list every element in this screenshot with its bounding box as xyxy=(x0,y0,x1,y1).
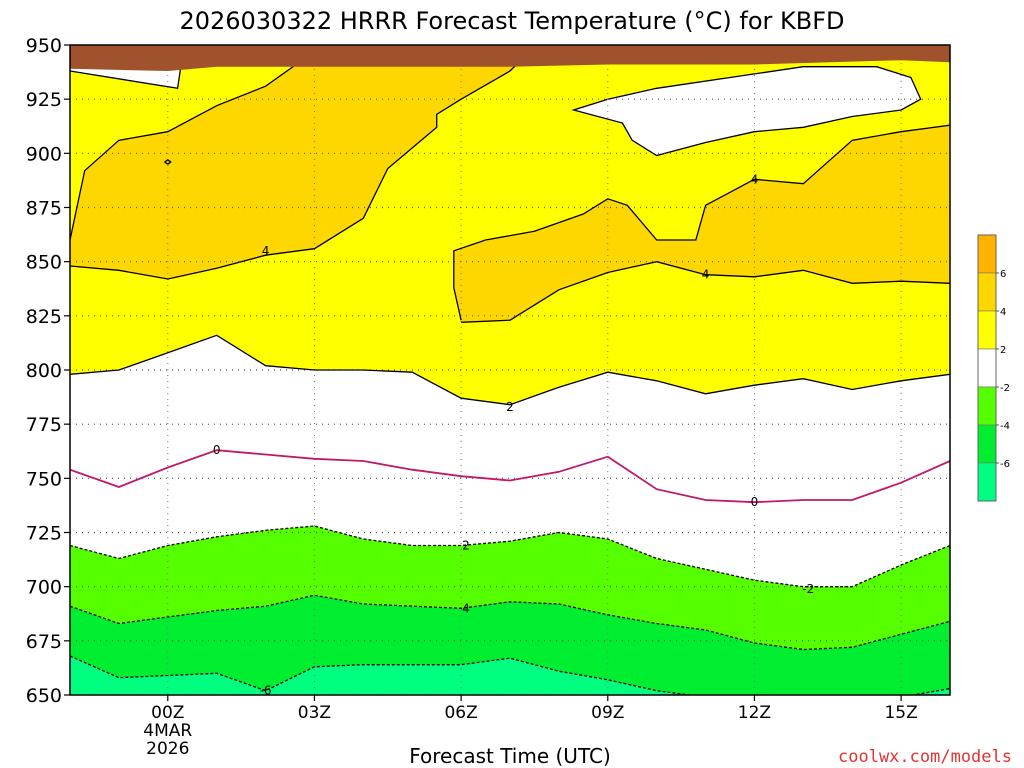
colorbar-swatch xyxy=(977,272,997,312)
contour-line xyxy=(70,334,950,406)
y-tick-label: 850 xyxy=(26,252,62,274)
y-tick-label: 875 xyxy=(26,198,62,220)
contour-label: 2 xyxy=(506,400,514,414)
contour-line xyxy=(70,46,535,280)
colorbar-swatch xyxy=(977,310,997,350)
contour-labels: -6 4 2 -2 0 0 2 4 4 4 xyxy=(213,172,814,698)
colorbar-label: 4 xyxy=(1000,307,1006,318)
y-tick-label: 925 xyxy=(26,89,62,111)
contour-lines xyxy=(70,46,950,695)
x-tick-label: 00Z xyxy=(151,703,184,723)
contour-label: 2 xyxy=(462,539,470,553)
band-minus4-to-minus2 xyxy=(70,526,950,650)
x-axis-title: Forecast Time (UTC) xyxy=(409,744,611,768)
colorbar-swatch xyxy=(977,348,997,388)
colorbar-swatch xyxy=(977,234,997,274)
colorbar-label: -4 xyxy=(1000,421,1010,432)
x-tick-label: 03Z xyxy=(298,703,331,723)
band-2-to-4-west xyxy=(70,45,315,240)
temperature-fill xyxy=(70,45,950,695)
contour-label: 4 xyxy=(262,244,270,258)
contour-label: 0 xyxy=(213,443,221,457)
contour-label: -6 xyxy=(260,684,272,698)
contour-label: 4 xyxy=(462,601,470,615)
contour-line xyxy=(461,261,950,323)
x-tick-label: 06Z xyxy=(444,703,477,723)
plot-area: -6 4 2 -2 0 0 2 4 4 4 xyxy=(70,45,950,698)
colorbar-label: -2 xyxy=(1000,383,1010,394)
band-minus2-to-2 xyxy=(70,335,950,587)
contour-label: 0 xyxy=(751,495,759,509)
y-tick-label: 775 xyxy=(26,414,62,436)
credit-text: coolwx.com/models xyxy=(838,747,1012,767)
y-tick-label: 725 xyxy=(26,523,62,545)
colorbar-swatch xyxy=(977,386,997,426)
surface-band xyxy=(70,45,950,71)
x-tick-date: 4MAR xyxy=(143,721,192,741)
contour-label: 4 xyxy=(751,172,759,186)
contour-line xyxy=(70,525,950,588)
x-tick-label: 12Z xyxy=(738,703,771,723)
colorbar-label: 6 xyxy=(1000,269,1006,280)
y-axis-ticks: 650 675 700 725 750 775 800 825 850 875 900 925 950 xyxy=(26,35,70,707)
colorbar: 6 4 2 -2 -4 -6 xyxy=(977,234,1010,502)
contour-line xyxy=(70,655,950,695)
surface-ground-band xyxy=(70,45,950,71)
colorbar-label: -6 xyxy=(1000,459,1010,470)
contour-line xyxy=(70,594,950,651)
contour-line xyxy=(453,124,950,321)
chart-title: 2026030322 HRRR Forecast Temperature (°C… xyxy=(179,7,844,35)
contour-label: 4 xyxy=(702,268,710,282)
contour-line xyxy=(70,50,315,241)
x-tick-label: 15Z xyxy=(884,703,917,723)
band-minus6-to-minus4 xyxy=(70,595,950,695)
x-tick-label: 09Z xyxy=(591,703,624,723)
y-tick-label: 650 xyxy=(26,685,62,707)
contour-line xyxy=(70,449,950,504)
band-4-to-6-east xyxy=(453,125,950,323)
y-tick-label: 675 xyxy=(26,631,62,653)
y-tick-label: 900 xyxy=(26,143,62,165)
y-tick-label: 825 xyxy=(26,306,62,328)
band-cool-pocket xyxy=(571,66,922,157)
colorbar-label: 2 xyxy=(1000,345,1006,356)
x-tick-year: 2026 xyxy=(146,739,189,759)
y-tick-label: 950 xyxy=(26,35,62,57)
contour-label: -2 xyxy=(802,582,814,596)
colorbar-swatch xyxy=(977,424,997,464)
band-below-minus6 xyxy=(70,656,950,695)
y-tick-label: 700 xyxy=(26,577,62,599)
colorbar-swatch xyxy=(977,462,997,502)
colorbar-frame xyxy=(977,234,997,502)
y-tick-label: 750 xyxy=(26,468,62,490)
y-tick-label: 800 xyxy=(26,360,62,382)
contour-line xyxy=(163,158,172,165)
